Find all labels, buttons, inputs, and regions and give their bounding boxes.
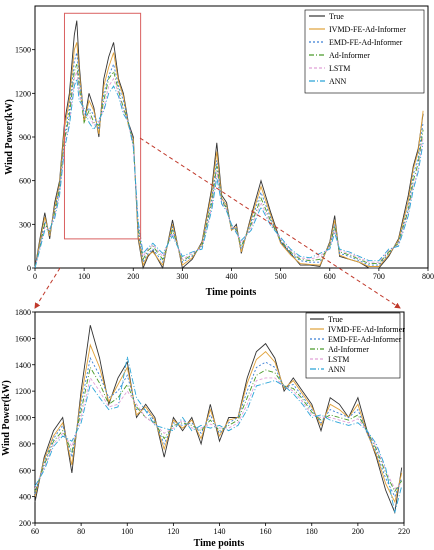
x-tick-label: 60	[31, 527, 39, 536]
series-line-true	[34, 20, 424, 270]
x-tick-label: 100	[78, 272, 90, 281]
legend-bottom: TrueIVMD-FE-Ad-InformerEMD-FE-Ad-Informe…	[305, 312, 405, 379]
x-tick-label: 180	[306, 527, 318, 536]
legend-label: EMD-FE-Ad-Informer	[328, 335, 402, 344]
series-group-top	[34, 20, 424, 270]
legend-label: IVMD-FE-Ad-Informer	[329, 25, 406, 34]
y-tick-label: 300	[19, 220, 31, 229]
x-tick-label: 220	[398, 527, 410, 536]
highlight-box	[63, 12, 142, 240]
x-tick-label: 120	[167, 527, 179, 536]
y-tick-label: 200	[19, 519, 31, 528]
y-tick-label: 0	[27, 264, 31, 273]
x-axis-label-top: Time points	[206, 287, 257, 298]
series-group-bottom	[34, 325, 403, 515]
y-ticks-top: 0 300 600 900 1200 1500	[15, 46, 35, 273]
legend-top: True IVMD-FE-Ad-Informer EMD-FE-Ad-Informe…	[304, 9, 425, 94]
series-line-lstm	[34, 376, 402, 490]
y-tick-label: 1500	[15, 46, 31, 55]
x-tick-label: 140	[214, 527, 226, 536]
legend-label: LSTM	[329, 64, 350, 73]
x-axis-label-bottom: Time points	[194, 538, 245, 549]
legend-box	[305, 312, 401, 379]
y-tick-label: 1800	[15, 308, 31, 317]
y-tick-label: 600	[19, 177, 31, 186]
x-tick-label: 200	[127, 272, 139, 281]
legend-label: Ad-Informer	[329, 51, 370, 60]
series-line-ivmd-fe-ad-informer	[34, 343, 403, 504]
legend-label: LSTM	[328, 355, 349, 364]
y-tick-label: 1200	[15, 89, 31, 98]
y-tick-label: 400	[19, 493, 31, 502]
x-tick-label: 700	[373, 272, 385, 281]
legend-label: EMD-FE-Ad-Informer	[329, 38, 403, 47]
x-tick-label: 200	[352, 527, 364, 536]
legend-label: Ad-Informer	[328, 345, 369, 354]
zoom-arrow-left	[34, 267, 61, 309]
series-line-ivmd-fe-ad-informer	[34, 42, 424, 269]
y-tick-label: 1400	[15, 361, 31, 370]
series-line-emd-fe-ad-informer	[34, 356, 403, 498]
x-tick-label: 300	[176, 272, 188, 281]
series-line-true	[34, 325, 403, 515]
x-tick-label: 100	[121, 527, 133, 536]
y-axis-label-top: Wind Power(kW)	[4, 99, 15, 175]
y-tick-label: 600	[19, 466, 31, 475]
y-tick-label: 1000	[15, 414, 31, 423]
series-line-ad-informer	[34, 64, 424, 269]
legend-label: ANN	[329, 77, 347, 86]
x-tick-label: 400	[226, 272, 238, 281]
x-ticks-top: 0 100 200 300 400 500 600 700 800	[33, 268, 434, 281]
y-tick-label: 900	[19, 133, 31, 142]
series-line-ann	[34, 78, 424, 269]
y-ticks-bottom: 200 400 600 800 1000 1200 1400 1600 1800	[15, 308, 35, 528]
series-line-ann	[34, 356, 403, 513]
y-tick-label: 800	[19, 440, 31, 449]
series-line-emd-fe-ad-informer	[34, 52, 424, 269]
x-tick-label: 80	[77, 527, 85, 536]
legend-label: IVMD-FE-Ad-Informer	[328, 325, 405, 334]
y-tick-label: 1600	[15, 334, 31, 343]
legend-label: True	[328, 315, 343, 324]
chart-top: 0 100 200 300 400 500 600 700 800 0 300 600 900 1200…	[4, 5, 434, 298]
x-tick-label: 160	[260, 527, 272, 536]
legend-label: True	[329, 12, 344, 21]
zoom-arrow-right	[139, 137, 401, 309]
x-tick-label: 800	[422, 272, 434, 281]
chart-bottom: 60 80 100 120 140 160 180 200 220 200 400 600 800 10…	[1, 308, 410, 549]
x-ticks-bottom: 60 80 100 120 140 160 180 200 220	[31, 523, 410, 536]
legend-box	[304, 9, 425, 94]
y-axis-label-bottom: Wind Power(kW)	[1, 380, 12, 456]
x-tick-label: 500	[275, 272, 287, 281]
x-tick-label: 600	[324, 272, 336, 281]
legend-label: ANN	[328, 365, 346, 374]
x-tick-label: 0	[33, 272, 37, 281]
y-tick-label: 1200	[15, 387, 31, 396]
